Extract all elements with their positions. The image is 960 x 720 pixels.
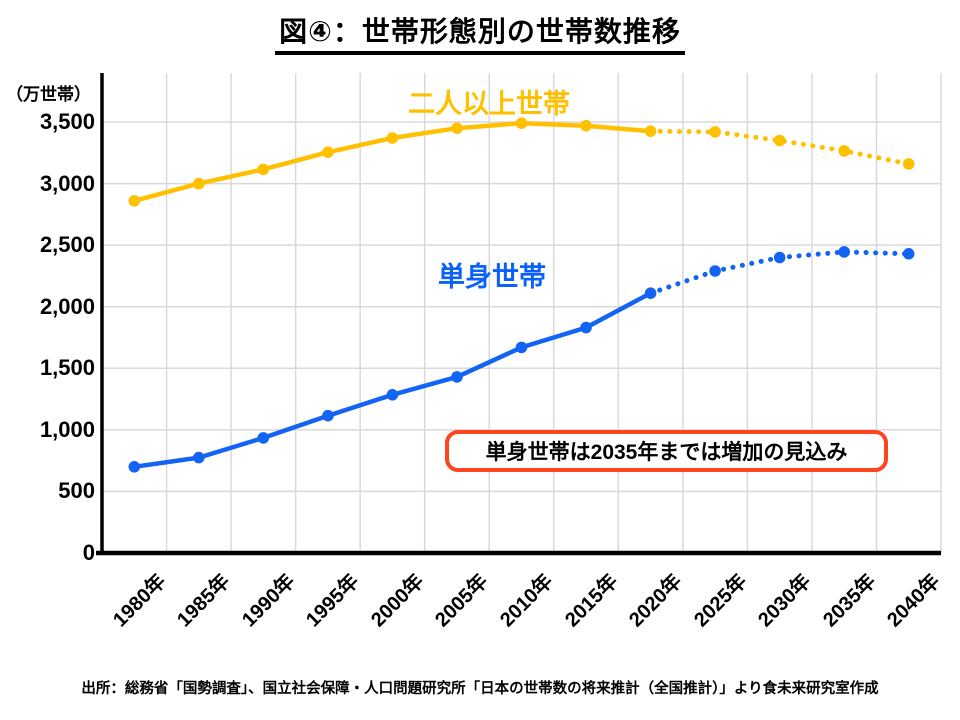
data-point-single-households	[580, 321, 592, 334]
data-point-two-plus-households	[386, 132, 399, 144]
data-point-single-households	[451, 371, 463, 383]
y-tick-label: 0	[82, 540, 95, 565]
data-point-single-households	[644, 287, 657, 300]
data-point-single-households	[515, 341, 528, 354]
y-tick-label: 500	[58, 478, 95, 504]
data-point-two-plus-households	[580, 119, 592, 132]
data-point-single-households	[322, 409, 334, 422]
data-point-two-plus-households	[515, 117, 528, 129]
y-tick-label: 1,500	[39, 355, 95, 381]
chart-title: 図④：世帯形態別の世帯数推移	[275, 10, 685, 55]
annotation-text: 単身世帯は2035年までは増加の見込み	[485, 441, 848, 464]
data-point-two-plus-households	[257, 163, 270, 176]
data-point-two-plus-households	[902, 158, 915, 170]
y-tick-label: 3,000	[39, 170, 95, 196]
annotation-box: 単身世帯は2035年までは増加の見込み	[445, 430, 888, 472]
y-tick-label: 1,000	[39, 416, 95, 442]
data-point-single-households	[838, 246, 850, 258]
data-point-single-households	[773, 251, 786, 264]
data-point-single-households	[193, 451, 205, 464]
data-point-single-households	[902, 248, 915, 260]
data-point-two-plus-households	[644, 125, 657, 137]
series-label-single-households: 単身世帯	[438, 262, 546, 292]
source-note: 出所：総務省「国勢調査」、国立社会保障・人口問題研究所「日本の世帯数の将来推計（…	[81, 681, 879, 697]
data-point-two-plus-households	[322, 146, 334, 158]
data-point-single-households	[386, 389, 399, 401]
y-tick-label: 3,500	[39, 109, 95, 134]
y-tick-label: 2,500	[39, 232, 95, 258]
data-point-single-households	[128, 461, 141, 473]
y-tick-label: 2,000	[39, 293, 95, 319]
data-point-single-households	[257, 432, 270, 444]
title-wrap: 図④：世帯形態別の世帯数推移	[0, 10, 960, 55]
y-axis-unit-label: （万世帯）	[6, 85, 91, 104]
data-point-single-households	[709, 265, 721, 277]
data-point-two-plus-households	[838, 145, 850, 157]
data-point-two-plus-households	[709, 126, 721, 138]
data-point-two-plus-households	[773, 134, 786, 147]
data-point-two-plus-households	[451, 122, 463, 134]
data-point-two-plus-households	[193, 177, 205, 190]
series-label-two-plus-households: 二人以上世帯	[408, 89, 570, 119]
data-point-two-plus-households	[128, 195, 141, 207]
